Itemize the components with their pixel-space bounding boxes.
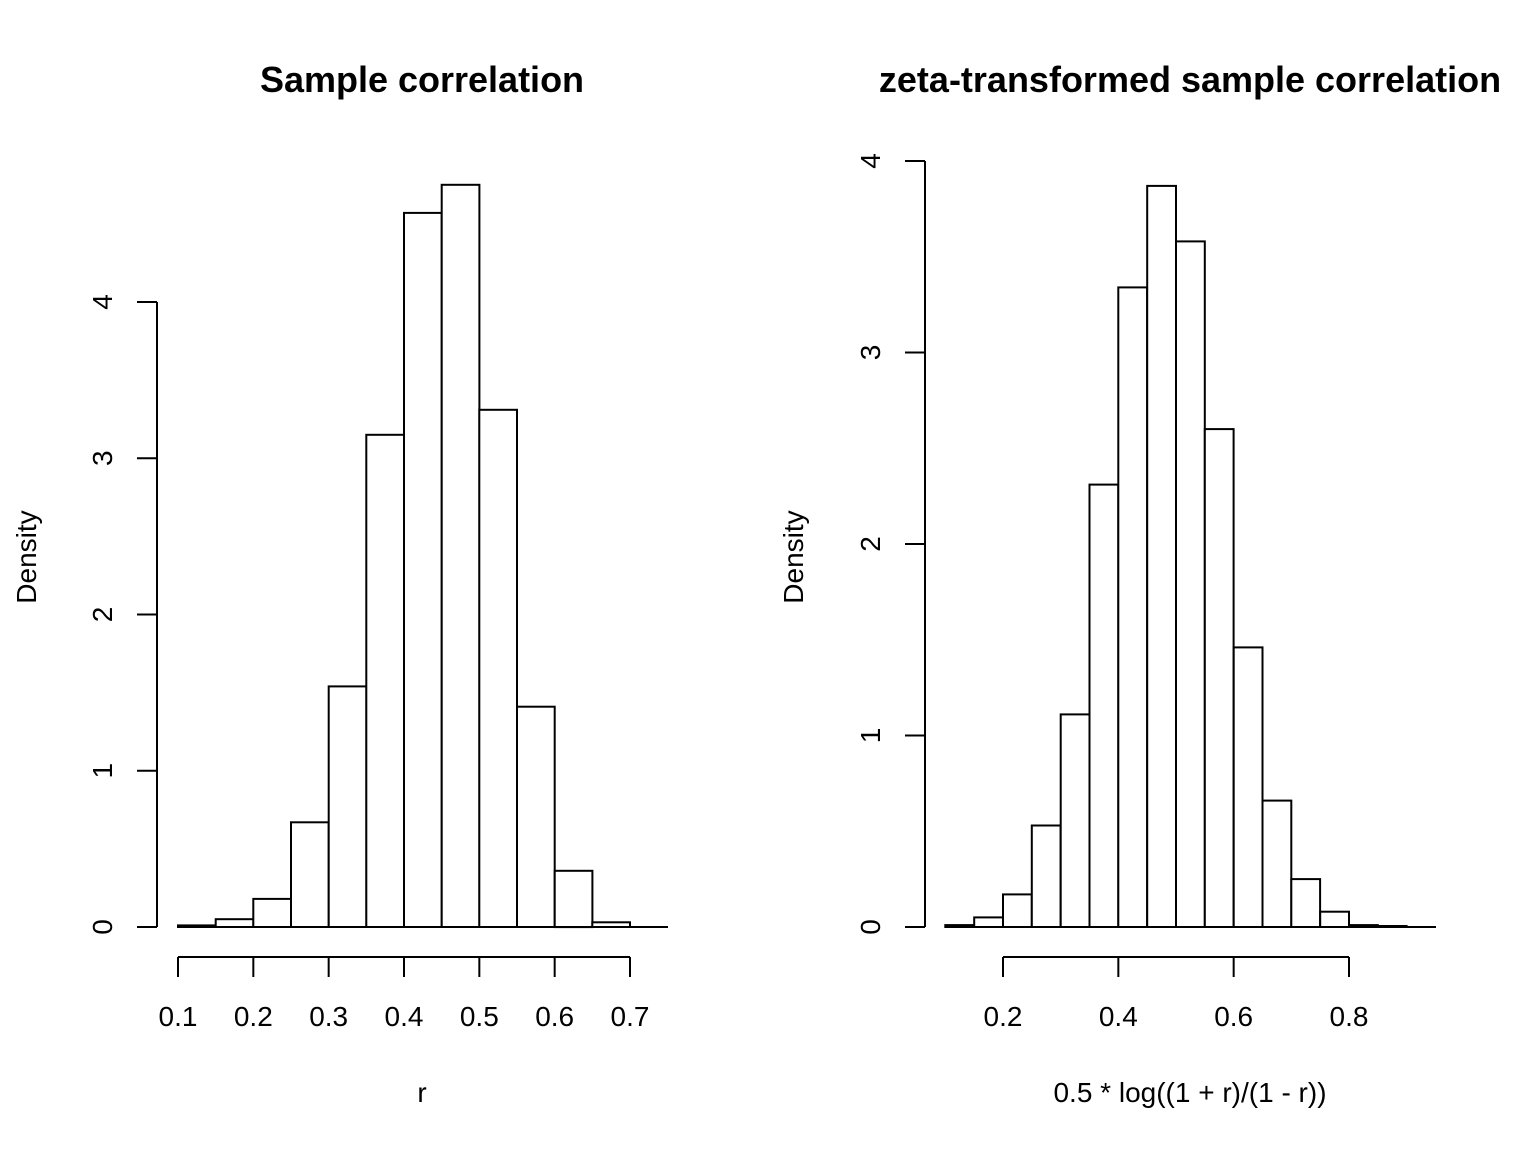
histogram-bar (290, 821, 330, 928)
x-tick-label: 0.1 (159, 1001, 198, 1032)
histogram-bar (1319, 910, 1350, 929)
y-axis-label: Density (11, 510, 42, 603)
y-tick-label: 2 (855, 536, 886, 552)
bars (944, 184, 1436, 929)
y-tick-label: 1 (855, 728, 886, 744)
x-axis-label: 0.5 * log((1 + r)/(1 - r)) (1053, 1077, 1326, 1108)
bars (177, 183, 668, 929)
y-tick-label: 0 (855, 919, 886, 935)
histogram-bar (440, 183, 481, 929)
histogram-bar (1232, 646, 1264, 929)
y-tick-label: 2 (87, 607, 118, 623)
x-tick-label: 0.6 (535, 1001, 574, 1032)
x-tick-label: 0.3 (309, 1001, 348, 1032)
histogram-bar (1002, 893, 1033, 929)
y-axis: 0 1 2 3 4 (87, 294, 158, 935)
histogram-bar (973, 916, 1005, 929)
y-tick-label: 4 (855, 153, 886, 169)
histogram-bar (1290, 878, 1322, 928)
x-tick-label: 0.2 (234, 1001, 273, 1032)
histogram-bar (214, 918, 255, 929)
x-tick-label: 0.8 (1330, 1001, 1369, 1032)
histogram-bar (553, 869, 594, 929)
y-tick-label: 0 (87, 919, 118, 935)
x-tick-label: 0.5 (460, 1001, 499, 1032)
y-tick-label: 4 (87, 294, 118, 310)
y-axis: 0 1 2 3 4 (855, 153, 926, 935)
left-histogram-panel: Sample correlation r Density 0.1 0.2 0.3 0.… (11, 59, 668, 1108)
histogram-bar (1175, 240, 1206, 928)
x-tick-label: 0.6 (1214, 1001, 1253, 1032)
histogram-bar (478, 408, 518, 928)
chart-title: Sample correlation (260, 59, 584, 100)
histogram-bar (252, 897, 293, 929)
histogram-bar (1261, 799, 1293, 928)
x-axis: 0.1 0.2 0.3 0.4 0.5 0.6 0.7 (159, 956, 650, 1032)
histogram-bar (365, 433, 405, 928)
y-axis-label: Density (778, 510, 809, 603)
x-axis-label: r (417, 1077, 426, 1108)
histogram-bar (1203, 428, 1235, 928)
histogram-bar (516, 705, 556, 929)
x-tick-label: 0.4 (1099, 1001, 1138, 1032)
histogram-bar (327, 685, 368, 929)
x-tick-label: 0.4 (385, 1001, 424, 1032)
y-tick-label: 1 (87, 763, 118, 779)
histogram-bar (1117, 286, 1149, 928)
y-tick-label: 3 (855, 345, 886, 361)
x-tick-label: 0.7 (611, 1001, 650, 1032)
histogram-bar (1088, 483, 1120, 928)
chart-title: zeta-transformed sample correlation (879, 59, 1501, 100)
x-tick-label: 0.2 (984, 1001, 1023, 1032)
histogram-bar (1146, 184, 1177, 928)
histogram-bar (1030, 824, 1062, 928)
x-axis: 0.2 0.4 0.6 0.8 (984, 956, 1369, 1032)
histogram-bar (403, 211, 443, 928)
right-histogram-panel: zeta-transformed sample correlation 0.5 … (778, 59, 1501, 1108)
histogram-bar (1059, 713, 1091, 929)
y-tick-label: 3 (87, 450, 118, 466)
